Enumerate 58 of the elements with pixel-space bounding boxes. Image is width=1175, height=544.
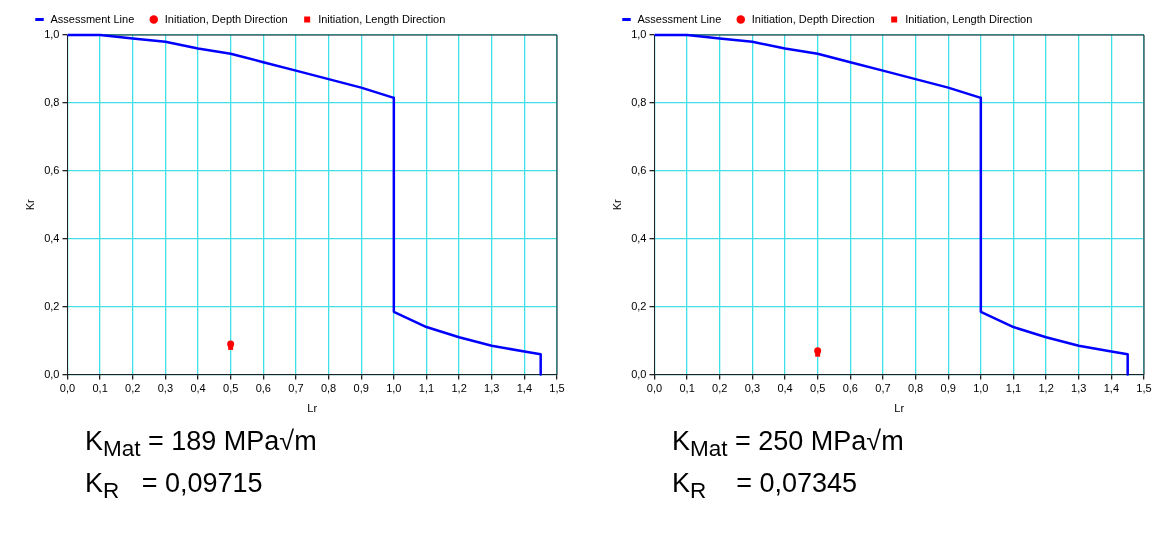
x-tick-label: 0,1 (92, 382, 108, 395)
text: K$_{R}$ = 0,09715 (85, 467, 264, 506)
y-tick-label: 0,8 (44, 95, 60, 108)
x-tick-label: 0,5 (223, 382, 239, 395)
legend-label: Initiation, Length Direction (318, 12, 446, 25)
x-tick-label: 0,7 (875, 382, 891, 395)
text: K$_{R}$ = 0,07345 (672, 468, 858, 504)
y-tick-label: 0,6 (631, 163, 647, 176)
y-axis-title: Kr (610, 198, 623, 211)
x-tick-label: 0,5 (810, 382, 826, 395)
x-tick-label: 1,5 (1136, 382, 1152, 395)
x-tick-label: 0,2 (125, 382, 141, 395)
y-tick-label: 0,2 (44, 299, 60, 312)
x-tick-label: 0,4 (777, 382, 793, 395)
y-tick-label: 0,0 (44, 367, 60, 380)
x-axis-title: Lr (894, 402, 905, 415)
x-tick-label: 0,8 (320, 382, 337, 395)
x-tick-label: 1,4 (516, 382, 533, 395)
y-tick-label: 0,6 (44, 163, 60, 176)
x-tick-label: 0,3 (744, 382, 761, 395)
legend-label: Assessment Line (50, 12, 135, 25)
x-tick-label: 1,3 (1071, 382, 1087, 395)
y-axis-title: Kr (23, 198, 36, 211)
y-tick-label: 0,4 (631, 231, 647, 244)
y-tick-label: 0,4 (44, 231, 60, 244)
x-tick-label: 1,0 (973, 382, 989, 395)
x-tick-label: 1,5 (549, 382, 565, 395)
y-tick-label: 1,0 (631, 28, 647, 41)
text: K$_{Mat}$ = 250 MPa√m (672, 425, 905, 464)
x-tick-label: 1,2 (451, 382, 467, 395)
x-tick-label: 0,4 (190, 382, 206, 395)
legend-label: Initiation, Depth Direction (751, 12, 875, 25)
x-tick-label: 1,1 (1005, 382, 1022, 395)
legend-label: Initiation, Length Direction (905, 12, 1033, 25)
legend-label: Initiation, Depth Direction (164, 12, 288, 25)
x-tick-label: 0,6 (842, 382, 858, 395)
y-tick-label: 1,0 (44, 28, 60, 41)
x-tick-label: 1,3 (484, 382, 500, 395)
y-tick-label: 0,8 (631, 95, 647, 108)
x-tick-label: 1,0 (386, 382, 402, 395)
x-tick-label: 0,0 (646, 382, 663, 395)
x-tick-label: 0,9 (940, 382, 956, 395)
x-tick-label: 0,6 (255, 382, 271, 395)
x-axis-title: Lr (307, 402, 318, 415)
x-tick-label: 0,8 (907, 382, 924, 395)
x-tick-label: 1,1 (418, 382, 435, 395)
x-tick-label: 0,0 (59, 382, 76, 395)
x-tick-label: 1,4 (1103, 382, 1120, 395)
legend-label: Assessment Line (637, 12, 722, 25)
y-tick-label: 0,0 (631, 367, 647, 380)
x-tick-label: 0,3 (157, 382, 174, 395)
y-tick-label: 0,2 (631, 299, 647, 312)
x-tick-label: 1,2 (1038, 382, 1054, 395)
x-tick-label: 0,7 (288, 382, 304, 395)
x-tick-label: 0,1 (679, 382, 695, 395)
text: K$_{Mat}$ = 189 MPa√m (85, 425, 318, 464)
x-tick-label: 0,9 (353, 382, 369, 395)
x-tick-label: 0,2 (712, 382, 728, 395)
